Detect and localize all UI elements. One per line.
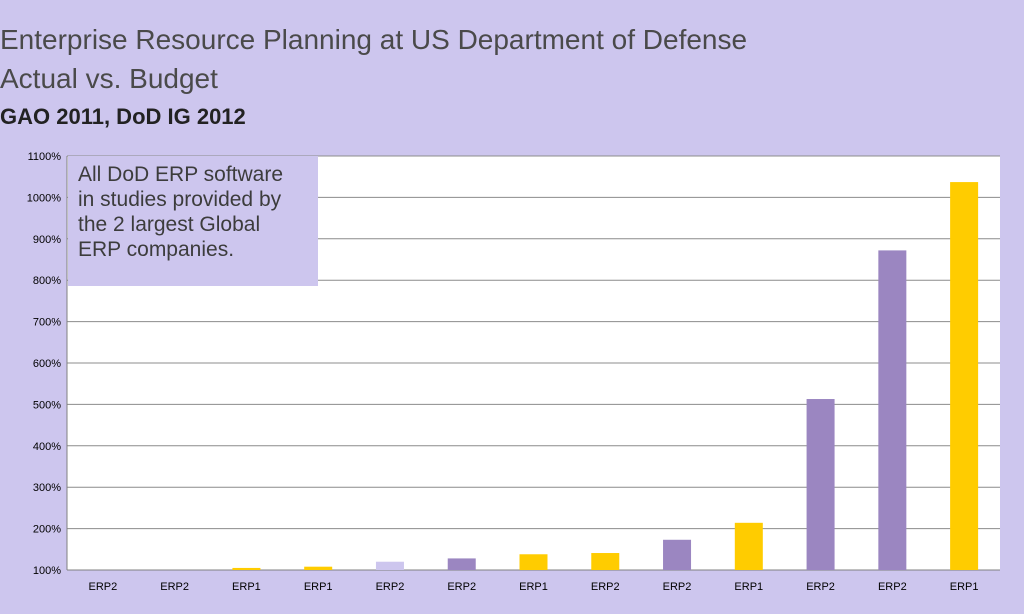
bar [878, 250, 907, 570]
y-tick-label: 900% [33, 234, 61, 246]
y-tick-label: 400% [33, 441, 61, 453]
y-tick-label: 1000% [27, 192, 61, 204]
y-tick-label: 700% [33, 317, 61, 329]
bar [950, 182, 979, 570]
bar [375, 561, 404, 570]
x-tick-label: ERP1 [950, 581, 979, 593]
x-tick-label: ERP2 [663, 581, 692, 593]
y-tick-label: 800% [33, 275, 61, 287]
x-tick-label: ERP2 [160, 581, 189, 593]
x-tick-label: ERP1 [304, 581, 333, 593]
bar [806, 399, 835, 570]
callout-line: ERP companies. [78, 238, 235, 261]
callout-line: the 2 largest Global [78, 213, 261, 236]
x-tick-label: ERP1 [734, 581, 763, 593]
x-tick-label: ERP2 [376, 581, 405, 593]
y-tick-label: 300% [33, 482, 61, 494]
callout-line: All DoD ERP software [78, 163, 284, 186]
bar [519, 554, 548, 570]
y-tick-label: 100% [33, 565, 61, 577]
bar [591, 553, 620, 570]
x-tick-label: ERP2 [591, 581, 620, 593]
callout-line: in studies provided by [78, 188, 282, 211]
y-tick-label: 500% [33, 399, 61, 411]
bar [447, 558, 476, 570]
chart-subtitle: GAO 2011, DoD IG 2012 [0, 104, 246, 129]
x-tick-label: ERP2 [878, 581, 907, 593]
chart-title: Enterprise Resource Planning at US Depar… [0, 24, 748, 55]
y-tick-label: 1100% [28, 151, 62, 163]
y-tick-label: 200% [33, 524, 61, 536]
callout-box: All DoD ERP software in studies provided… [68, 156, 318, 286]
chart-title-line-2: Actual vs. Budget [0, 63, 218, 94]
bar [734, 522, 763, 570]
bar [304, 566, 333, 570]
y-tick-label: 600% [33, 358, 61, 370]
x-tick-label: ERP2 [447, 581, 476, 593]
x-tick-label: ERP2 [806, 581, 835, 593]
x-tick-label: ERP1 [519, 581, 548, 593]
x-tick-label: ERP2 [89, 581, 118, 593]
bar [663, 539, 692, 570]
x-tick-label: ERP1 [232, 581, 261, 593]
bar [232, 567, 261, 570]
